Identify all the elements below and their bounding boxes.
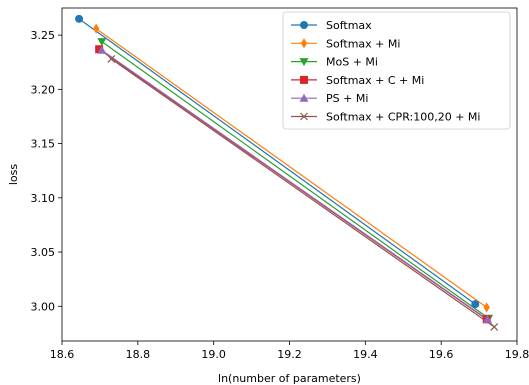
series-2-point	[97, 38, 107, 47]
plot-lines	[78, 18, 495, 328]
series-1-point	[483, 302, 490, 313]
y-axis-label: loss	[7, 164, 20, 186]
legend-label: Softmax + C + Mi	[326, 74, 424, 87]
x-tick-label: 19.6	[429, 348, 454, 361]
series-0-point	[471, 300, 480, 309]
x-tick-label: 19.4	[353, 348, 378, 361]
y-axis: 3.00 3.05 3.10 3.15 3.20 3.25	[31, 29, 62, 313]
legend-label: Softmax + CPR:100,20 + Mi	[326, 111, 480, 124]
legend-box	[282, 11, 511, 130]
y-tick-label: 3.15	[31, 138, 56, 151]
plot-markers	[75, 14, 499, 331]
y-tick-label: 3.10	[31, 192, 56, 205]
series-0-point	[75, 14, 84, 23]
x-axis-label: ln(number of parameters)	[218, 372, 361, 385]
y-tick-label: 3.25	[31, 29, 56, 42]
x-tick-label: 18.8	[126, 348, 151, 361]
legend-marker	[300, 38, 308, 49]
x-axis: 18.6 18.8 19.0 19.2 19.4 19.6 19.8	[50, 341, 529, 361]
series-5-point	[107, 55, 116, 63]
series-line-4	[101, 49, 488, 320]
legend-marker	[300, 21, 308, 29]
legend-marker	[300, 75, 308, 84]
series-line-1	[95, 28, 488, 308]
legend: Softmax Softmax + Mi MoS + Mi Softmax + C +…	[282, 11, 511, 130]
series-4-point	[482, 314, 492, 323]
legend-label: Softmax + Mi	[326, 37, 400, 50]
legend-label: PS + Mi	[326, 92, 368, 105]
series-5-point	[490, 322, 499, 331]
x-tick-label: 18.6	[50, 348, 75, 361]
y-tick-label: 3.20	[31, 83, 56, 96]
x-tick-label: 19.8	[505, 348, 529, 361]
legend-marker	[300, 112, 308, 121]
series-line-2	[101, 41, 489, 319]
legend-label: Softmax	[326, 19, 372, 32]
legend-marker	[299, 93, 309, 102]
series-line-0	[78, 18, 476, 305]
x-tick-label: 19.2	[277, 348, 302, 361]
x-tick-label: 19.0	[201, 348, 226, 361]
series-line-5	[110, 58, 495, 328]
series-3-point	[95, 45, 104, 54]
legend-label: MoS + Mi	[326, 56, 378, 69]
series-1-point	[92, 23, 100, 34]
y-tick-label: 3.05	[31, 246, 56, 259]
series-4-point	[97, 45, 107, 54]
legend-marker	[299, 58, 309, 67]
y-tick-label: 3.00	[31, 300, 56, 313]
